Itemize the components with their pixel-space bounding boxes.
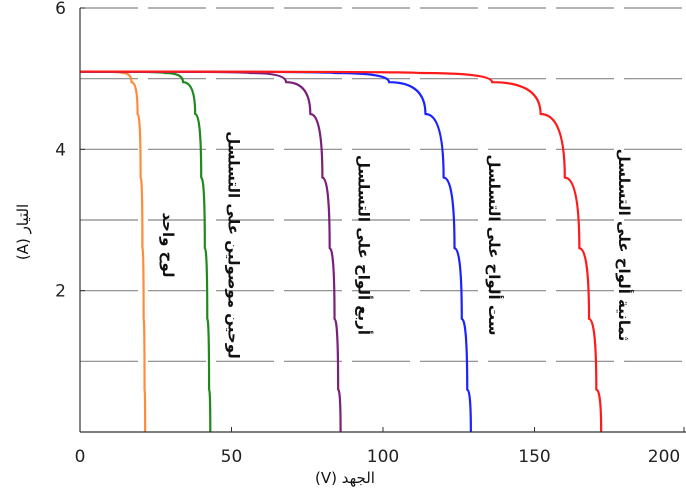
series-curve-2 <box>79 70 212 433</box>
x-tick-label: 100 <box>367 447 399 467</box>
curves <box>79 70 603 433</box>
x-tick-label: 200 <box>648 447 680 467</box>
x-tick-label: 50 <box>221 447 243 467</box>
y-axis-title: التيار (A) <box>14 204 32 260</box>
series-label-2: لوحين موصولين على التسلسل <box>224 131 242 358</box>
series-curve-3 <box>79 70 342 433</box>
y-tick-label: 2 <box>55 282 66 302</box>
series-labels: لوح واحد لوحين موصولين على التسلسل أربع أل… <box>159 131 634 358</box>
x-tick-label: 150 <box>518 447 550 467</box>
series-label-1: لوح واحد <box>159 212 177 277</box>
x-axis-title: الجهد (V) <box>315 469 375 487</box>
grid-lines <box>80 7 686 362</box>
series-label-4: ست ألواح على التسلسل <box>485 155 504 336</box>
series-curve-5 <box>79 70 603 433</box>
y-tick-label: 4 <box>55 140 66 160</box>
series-label-3: أربع ألواح على التسلسل <box>355 155 374 335</box>
x-tick-label: 0 <box>75 447 86 467</box>
series-label-5: ثمانية ألواح على التسلسل <box>615 149 634 341</box>
series-curve-1 <box>79 70 147 433</box>
y-tick-label: 6 <box>55 0 66 19</box>
tick-labels: 0 50 100 150 200 2 4 6 <box>55 0 685 467</box>
